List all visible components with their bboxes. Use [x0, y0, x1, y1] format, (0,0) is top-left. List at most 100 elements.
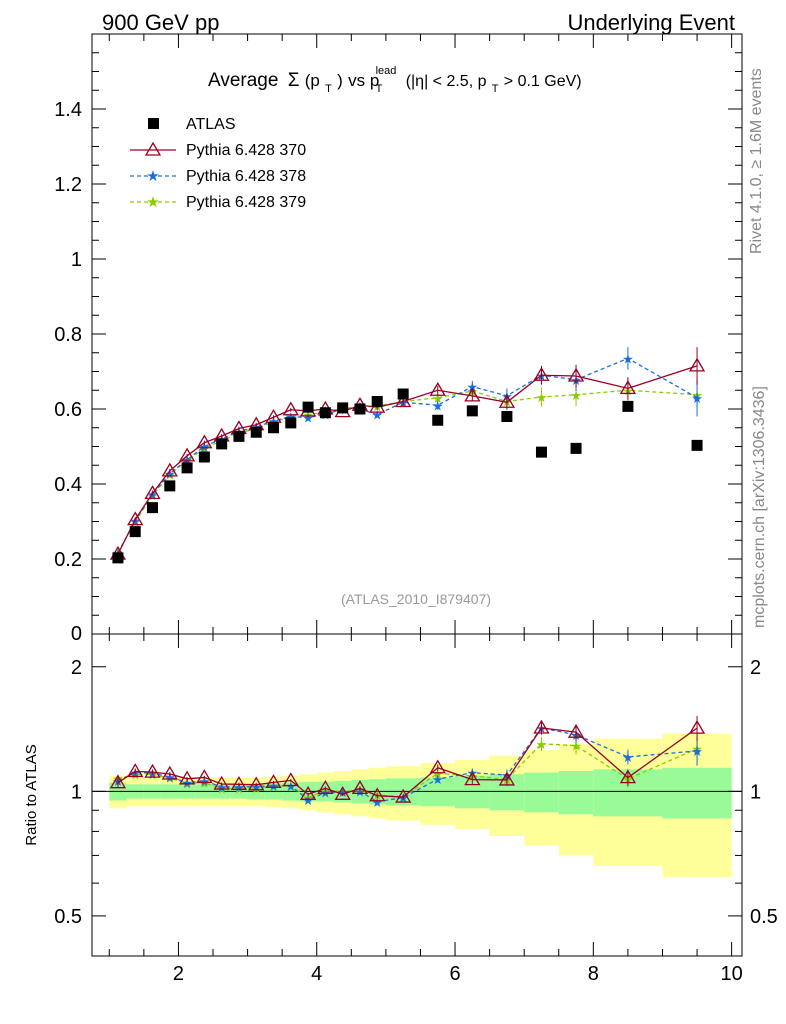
series-point-3: ★ — [199, 441, 211, 456]
ratio-point-3: ★ — [570, 739, 582, 754]
series-line-2 — [117, 357, 698, 554]
series-point-2: ★ — [622, 351, 634, 366]
legend: ATLAS Pythia 6.428 370 ★ Pythia 6.428 37… — [130, 116, 306, 211]
series-point-1 — [688, 357, 706, 372]
data-point-atlas — [302, 401, 314, 413]
y-tick-label: 0.4 — [54, 474, 82, 496]
x-tick-label: 8 — [588, 963, 599, 985]
series-point-2: ★ — [181, 453, 193, 468]
series-point-2: ★ — [371, 408, 383, 423]
data-point-atlas — [164, 480, 176, 492]
series-line-1 — [117, 365, 698, 555]
mcplots-label: mcplots.cern.ch [arXiv:1306.3436] — [751, 386, 768, 628]
title-vs: vs p — [348, 71, 379, 90]
y-tick-label: 0.6 — [54, 399, 82, 421]
data-point-atlas — [432, 414, 444, 426]
ratio-point-2: ★ — [622, 750, 634, 765]
ratio-point-1 — [334, 786, 351, 800]
data-point-atlas — [147, 502, 159, 514]
title-t-sub3: T — [492, 83, 499, 95]
title-cut2: > 0.1 GeV) — [504, 73, 582, 90]
ratio-point-1 — [395, 788, 412, 803]
ratio-point-2: ★ — [302, 793, 314, 808]
ratio-point-2: ★ — [268, 779, 280, 794]
ratio-point-1 — [498, 771, 516, 786]
ratio-y-tick-label: 0.5 — [54, 906, 82, 928]
series-point-2: ★ — [285, 410, 297, 425]
ratio-y-tick-label-right: 0.5 — [750, 906, 778, 928]
ratio-point-3: ★ — [536, 737, 548, 752]
title-p: (p — [305, 71, 320, 90]
data-point-atlas — [129, 526, 141, 538]
ratio-y-tick-label-right: 1 — [750, 781, 761, 803]
ratio-point-2: ★ — [432, 772, 444, 787]
legend-378-label: Pythia 6.428 378 — [186, 168, 306, 185]
plot-title: Average Σ (p T ) vs p lead T (|η| < 2.5,… — [208, 58, 582, 97]
ratio-point-3: ★ — [432, 766, 444, 781]
series-point-1 — [533, 366, 550, 381]
ratio-point-1 — [299, 786, 317, 800]
ratio-point-2: ★ — [371, 795, 383, 810]
series-point-1 — [196, 434, 213, 449]
data-point-atlas — [181, 462, 193, 474]
x-tick-label: 2 — [173, 963, 184, 985]
title-t-sub: T — [325, 83, 332, 95]
series-point-2: ★ — [432, 398, 444, 413]
data-point-atlas — [250, 426, 262, 438]
header-right: Underlying Event — [567, 10, 735, 35]
series-line-3 — [117, 389, 698, 553]
title-sigma: Σ — [288, 70, 300, 91]
title-lead-sup: lead — [376, 65, 397, 77]
data-point-atlas — [371, 396, 383, 407]
data-point-atlas — [622, 400, 634, 412]
ratio-point-1 — [109, 774, 127, 789]
ratio-point-2: ★ — [354, 784, 366, 799]
series-point-3: ★ — [536, 390, 548, 405]
y-tick-label: 0.8 — [54, 324, 82, 346]
data-point-atlas — [691, 439, 703, 451]
series-point-3: ★ — [432, 391, 444, 406]
ratio-point-2: ★ — [233, 780, 245, 795]
y-tick-label: 1 — [71, 249, 82, 271]
ratio-band-inner — [662, 767, 732, 819]
series-point-2: ★ — [199, 440, 211, 455]
ratio-point-1 — [178, 770, 196, 785]
ratio-point-2: ★ — [181, 776, 193, 791]
ratio-point-1 — [196, 769, 213, 784]
ratio-point-2: ★ — [285, 779, 297, 794]
data-point-atlas — [285, 417, 297, 429]
legend-379-marker: ★ — [146, 194, 159, 211]
ratio-point-1 — [688, 719, 706, 734]
ratio-band-inner — [558, 770, 594, 815]
series-point-1 — [395, 393, 412, 408]
ratio-point-3: ★ — [302, 790, 314, 805]
rivet-label: Rivet 4.1.0, ≥ 1.6M events — [748, 68, 765, 254]
analysis-watermark: (ATLAS_2010_I879407) — [341, 591, 491, 607]
series-point-1 — [498, 393, 516, 408]
series-point-3: ★ — [302, 408, 314, 423]
series-point-2: ★ — [691, 391, 703, 406]
title-t-sub2: T — [376, 83, 383, 95]
data-point-atlas — [501, 411, 513, 422]
ratio-line-3 — [117, 743, 698, 799]
series-point-2: ★ — [164, 467, 176, 482]
ratio-point-1 — [265, 774, 282, 789]
data-point-atlas — [354, 403, 366, 415]
data-point-atlas — [337, 402, 349, 414]
title-close: ) — [337, 71, 343, 90]
data-point-atlas — [216, 438, 228, 450]
y-tick-label-zero: 0 — [71, 623, 82, 645]
series-point-1 — [282, 401, 299, 416]
series-point-1 — [429, 381, 446, 396]
series-point-3: ★ — [570, 388, 582, 403]
series-point-1 — [161, 462, 178, 477]
series-point-1 — [178, 447, 196, 462]
data-point-atlas — [397, 388, 409, 400]
series-point-1 — [464, 387, 481, 402]
ratio-point-1 — [567, 723, 585, 738]
ratio-point-1 — [429, 759, 446, 774]
ratio-point-1 — [230, 776, 248, 790]
ratio-point-1 — [464, 771, 481, 786]
ratio-point-1 — [533, 719, 550, 734]
ratio-point-1 — [161, 765, 178, 780]
